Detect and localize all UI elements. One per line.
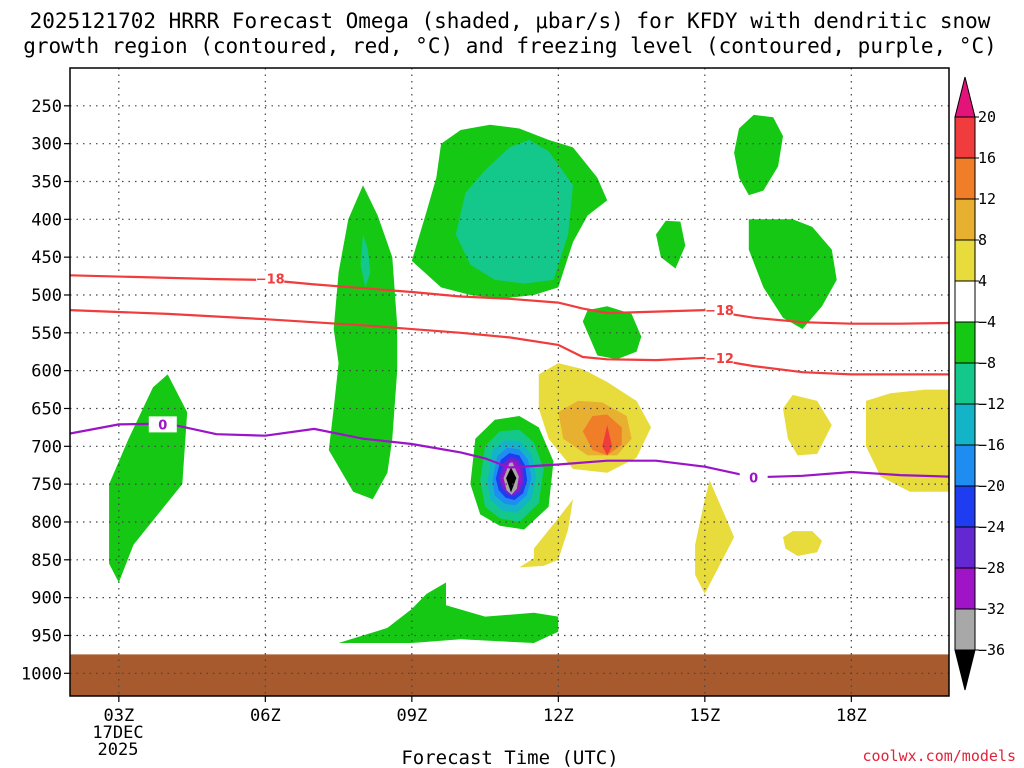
x-tick-label-12Z: 12Z bbox=[543, 706, 574, 726]
colorbar-label-12: −32 bbox=[978, 600, 1005, 618]
colorbar-box-10 bbox=[954, 485, 976, 528]
omega-region-26 bbox=[582, 414, 622, 456]
contour-label-freezing-level-0: 0 bbox=[158, 418, 167, 433]
colorbar-label-13: −36 bbox=[978, 641, 1005, 659]
x-axis: 03Z 06Z 09Z 12Z 15Z 18Z bbox=[103, 696, 867, 726]
contour-label-bg bbox=[256, 270, 285, 287]
colorbar-label-2: 12 bbox=[978, 190, 996, 208]
omega-region-1 bbox=[328, 185, 398, 500]
x-tick-label-15Z: 15Z bbox=[689, 706, 720, 726]
omega-region-4 bbox=[656, 220, 686, 269]
colorbar-box-11 bbox=[954, 526, 976, 569]
contour-freezing-level bbox=[70, 422, 949, 479]
y-tick-label-750: 750 bbox=[31, 475, 62, 495]
y-tick-label-450: 450 bbox=[31, 248, 62, 268]
x-axis-title: Forecast Time (UTC) bbox=[401, 747, 618, 768]
omega-region-21 bbox=[695, 480, 735, 594]
omega-region-10 bbox=[360, 234, 371, 288]
plot-frame bbox=[69, 67, 950, 697]
colorbar-label-6: −8 bbox=[978, 354, 996, 372]
colorbar-top-arrow bbox=[954, 76, 976, 118]
y-tick-label-500: 500 bbox=[31, 286, 62, 306]
colorbar-label-3: 8 bbox=[978, 231, 987, 249]
x-date-year: 2025 bbox=[98, 740, 139, 760]
omega-region-18 bbox=[506, 467, 517, 493]
colorbar-box-9 bbox=[954, 444, 976, 487]
omega-region-23 bbox=[783, 531, 822, 556]
omega-region-0 bbox=[109, 374, 188, 583]
y-tick-label-600: 600 bbox=[31, 362, 62, 382]
y-axis: 250 300 350 400 450 500 550 600 650 700 750 800 850 9… bbox=[21, 97, 70, 684]
omega-region-3 bbox=[582, 306, 642, 360]
title-line-1: 2025121702 HRRR Forecast Omega (shaded, … bbox=[30, 9, 991, 33]
contour-label-dgz-minus18-0: −18 bbox=[256, 272, 285, 287]
omega-region-5 bbox=[734, 114, 783, 196]
contour-label-bg bbox=[705, 349, 734, 366]
y-tick-label-700: 700 bbox=[31, 437, 62, 457]
colorbar-box-1 bbox=[954, 116, 976, 159]
y-tick-label-300: 300 bbox=[31, 135, 62, 155]
y-tick-label-900: 900 bbox=[31, 589, 62, 609]
contour-label-dgz-minus12-0: −12 bbox=[705, 352, 734, 367]
contour-label-freezing-level-1: 0 bbox=[749, 471, 758, 486]
omega-region-22 bbox=[783, 394, 832, 456]
colorbar-box-7 bbox=[954, 362, 976, 405]
colorbar-label-0: 20 bbox=[978, 108, 996, 126]
omega-region-7 bbox=[338, 582, 559, 643]
colorbar-label-5: −4 bbox=[978, 313, 996, 331]
contour-label-bg bbox=[705, 302, 734, 319]
colorbar-label-1: 16 bbox=[978, 149, 996, 167]
title-line-2: growth region (contoured, red, °C) and f… bbox=[23, 34, 997, 58]
colorbar-bottom-arrow bbox=[954, 649, 976, 691]
y-tick-label-850: 850 bbox=[31, 551, 62, 571]
omega-region-27 bbox=[602, 425, 613, 456]
chart-title: 2025121702 HRRR Forecast Omega (shaded, … bbox=[23, 9, 997, 58]
contour-label-bg bbox=[148, 416, 177, 433]
x-tick-label-03Z: 03Z bbox=[103, 706, 134, 726]
omega-region-6 bbox=[748, 219, 837, 329]
y-tick-label-1000: 1000 bbox=[21, 664, 62, 684]
y-tick-label-950: 950 bbox=[31, 626, 62, 646]
omega-region-24 bbox=[866, 389, 949, 492]
x-tick-label-09Z: 09Z bbox=[396, 706, 427, 726]
colorbar-label-8: −16 bbox=[978, 436, 1005, 454]
colorbar-box-13 bbox=[954, 608, 976, 651]
contour-label-dgz-minus18-1: −18 bbox=[705, 304, 734, 319]
colorbar-box-2 bbox=[954, 157, 976, 200]
grid-lines bbox=[70, 68, 949, 696]
x-tick-label-18Z: 18Z bbox=[836, 706, 867, 726]
omega-region-9 bbox=[455, 139, 573, 284]
y-tick-label-550: 550 bbox=[31, 324, 62, 344]
y-tick-label-400: 400 bbox=[31, 210, 62, 230]
colorbar-box-3 bbox=[954, 198, 976, 241]
contour-dgz-minus18 bbox=[70, 274, 949, 325]
ground-layer bbox=[70, 654, 949, 696]
y-tick-label-350: 350 bbox=[31, 172, 62, 192]
colorbar-box-8 bbox=[954, 403, 976, 446]
contour-label-bg bbox=[739, 469, 768, 486]
contour-dgz-minus12 bbox=[70, 309, 949, 376]
omega-shading bbox=[109, 114, 949, 643]
x-date-day: 17DEC bbox=[92, 723, 143, 743]
temperature-contours: −18 −18 −12 0 0 bbox=[70, 270, 949, 486]
y-tick-label-250: 250 bbox=[31, 97, 62, 117]
colorbar-box-4 bbox=[954, 239, 976, 282]
colorbar-label-11: −28 bbox=[978, 559, 1005, 577]
omega-region-20 bbox=[519, 499, 573, 568]
colorbar-box-5 bbox=[954, 280, 976, 323]
y-tick-label-800: 800 bbox=[31, 513, 62, 533]
colorbar-label-10: −24 bbox=[978, 518, 1005, 536]
colorbar: 20 16 12 8 4 −4 −8 −12 −16 −20 −24 −28 −32 −36 bbox=[954, 76, 1005, 691]
credit-text: coolwx.com/models bbox=[862, 747, 1016, 765]
x-tick-label-06Z: 06Z bbox=[250, 706, 281, 726]
ground-terrain bbox=[70, 654, 949, 696]
colorbar-label-7: −12 bbox=[978, 395, 1005, 413]
colorbar-box-6 bbox=[954, 321, 976, 364]
y-tick-label-650: 650 bbox=[31, 399, 62, 419]
colorbar-box-12 bbox=[954, 567, 976, 610]
colorbar-label-9: −20 bbox=[978, 477, 1005, 495]
colorbar-label-4: 4 bbox=[978, 272, 987, 290]
